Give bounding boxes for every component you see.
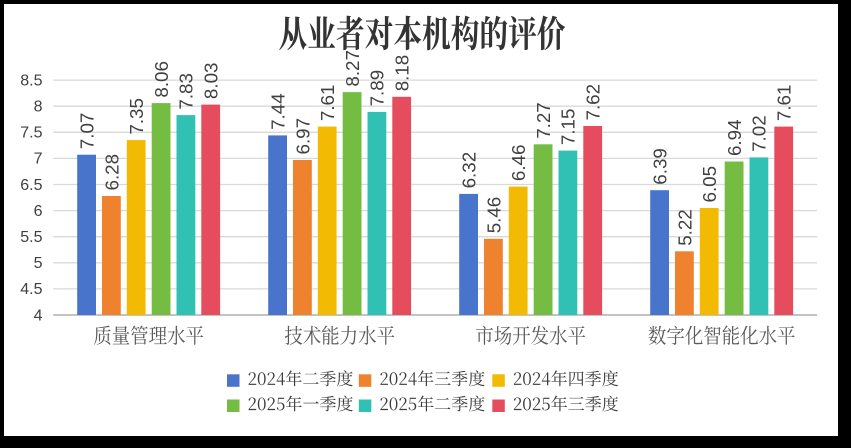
svg-text:7.89: 7.89 [367, 70, 388, 107]
svg-text:5: 5 [34, 255, 43, 272]
svg-text:4: 4 [34, 307, 43, 324]
svg-text:6.32: 6.32 [459, 152, 480, 189]
svg-text:6.28: 6.28 [101, 154, 122, 191]
svg-text:5.46: 5.46 [483, 197, 504, 234]
svg-text:8.06: 8.06 [151, 61, 172, 98]
svg-text:6.46: 6.46 [508, 145, 529, 182]
svg-text:7: 7 [34, 151, 43, 168]
svg-text:7.62: 7.62 [583, 84, 604, 121]
svg-text:6.39: 6.39 [650, 148, 671, 185]
svg-text:7.83: 7.83 [176, 73, 197, 110]
svg-text:7.44: 7.44 [268, 93, 289, 130]
svg-text:7.5: 7.5 [20, 125, 42, 142]
svg-text:5.5: 5.5 [20, 229, 42, 246]
svg-text:7.61: 7.61 [774, 85, 795, 122]
svg-text:7.61: 7.61 [317, 85, 338, 122]
svg-text:4.5: 4.5 [20, 281, 42, 298]
svg-text:8: 8 [34, 99, 43, 116]
svg-text:6.05: 6.05 [699, 166, 720, 203]
svg-text:8.18: 8.18 [392, 55, 413, 92]
svg-text:7.15: 7.15 [558, 109, 579, 146]
svg-text:6: 6 [34, 203, 43, 220]
svg-text:8.27: 8.27 [342, 50, 363, 87]
svg-text:6.97: 6.97 [292, 118, 313, 155]
svg-text:8.03: 8.03 [201, 63, 222, 100]
svg-text:6.5: 6.5 [20, 177, 42, 194]
svg-text:7.02: 7.02 [749, 115, 770, 152]
svg-text:7.35: 7.35 [126, 98, 147, 135]
svg-text:7.27: 7.27 [533, 102, 554, 139]
svg-text:7.07: 7.07 [76, 113, 97, 150]
svg-text:6.94: 6.94 [724, 119, 745, 156]
svg-text:8.5: 8.5 [20, 72, 42, 89]
svg-text:5.22: 5.22 [674, 209, 695, 246]
